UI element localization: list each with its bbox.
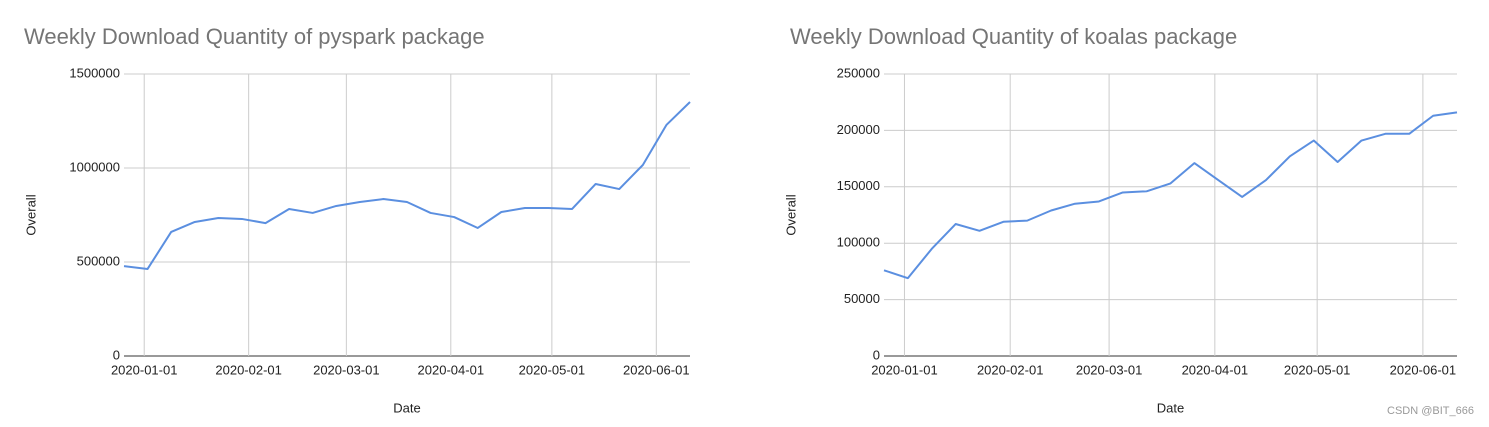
- x-tick-label: 2020-01-01: [871, 362, 938, 377]
- y-tick-label: 1500000: [69, 65, 120, 80]
- x-tick-label: 2020-05-01: [1284, 362, 1351, 377]
- y-tick-label: 0: [113, 347, 120, 362]
- x-tick-label: 2020-06-01: [623, 362, 690, 377]
- x-tick-label: 2020-04-01: [418, 362, 485, 377]
- y-axis-label: Overall: [783, 194, 798, 235]
- y-tick-label: 500000: [77, 253, 120, 268]
- y-tick-label: 0: [873, 347, 880, 362]
- x-tick-label: 2020-01-01: [111, 362, 178, 377]
- y-tick-label: 100000: [837, 235, 880, 250]
- y-axis-label: Overall: [23, 194, 38, 235]
- x-tick-label: 2020-02-01: [215, 362, 282, 377]
- x-tick-label: 2020-03-01: [1076, 362, 1143, 377]
- y-tick-label: 200000: [837, 122, 880, 137]
- x-tick-label: 2020-05-01: [519, 362, 586, 377]
- chart-title: Weekly Download Quantity of koalas packa…: [790, 24, 1237, 49]
- y-tick-label: 1000000: [69, 159, 120, 174]
- x-tick-label: 2020-03-01: [313, 362, 380, 377]
- x-tick-label: 2020-04-01: [1182, 362, 1249, 377]
- x-axis-label: Date: [393, 400, 420, 415]
- chart-title: Weekly Download Quantity of pyspark pack…: [24, 24, 485, 49]
- y-tick-label: 150000: [837, 178, 880, 193]
- line: [123, 101, 691, 270]
- y-tick-label: 50000: [844, 291, 880, 306]
- x-tick-label: 2020-06-01: [1390, 362, 1457, 377]
- x-tick-label: 2020-02-01: [977, 362, 1044, 377]
- y-tick-label: 250000: [837, 65, 880, 80]
- line: [883, 111, 1458, 280]
- watermark: CSDN @BIT_666: [1387, 405, 1474, 417]
- x-axis-label: Date: [1157, 400, 1184, 415]
